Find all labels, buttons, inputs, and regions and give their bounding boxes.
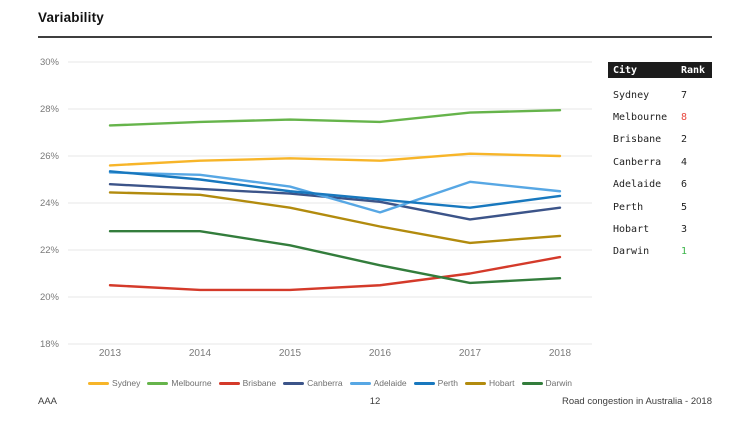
- table-row: Brisbane 2: [608, 129, 712, 151]
- legend-swatch: [147, 381, 169, 385]
- rank-column-header: Rank: [681, 64, 706, 76]
- legend-item-brisbane: Brisbane: [218, 378, 277, 388]
- series-line-canberra: [108, 182, 562, 221]
- series-line-darwin: [108, 229, 562, 285]
- city-cell: Brisbane: [613, 134, 662, 146]
- table-row: Sydney 7: [608, 84, 712, 106]
- rank-cell: 3: [681, 224, 688, 236]
- legend-item-hobart: Hobart: [464, 378, 515, 388]
- legend-item-perth: Perth: [413, 378, 458, 388]
- y-tick-label: 28%: [39, 103, 59, 115]
- legend-swatch: [88, 381, 110, 385]
- x-tick-label: 2018: [548, 348, 572, 359]
- legend-label: Sydney: [112, 378, 141, 388]
- legend-label: Melbourne: [171, 378, 212, 388]
- city-cell: Sydney: [613, 89, 650, 101]
- series-line-hobart: [108, 191, 562, 245]
- rank-cell: 4: [681, 156, 688, 168]
- x-tick-label: 2014: [188, 348, 212, 359]
- y-tick-label: 24%: [39, 197, 59, 209]
- y-tick-label: 26%: [39, 150, 59, 162]
- legend-item-melbourne: Melbourne: [147, 378, 212, 388]
- rank-cell: 6: [681, 179, 688, 191]
- rank-cell: 8: [681, 112, 688, 124]
- y-tick-label: 30%: [39, 56, 59, 68]
- rank-table-body: Sydney 7 Melbourne 8 Brisbane 2 Canberra 4 Adela…: [608, 84, 712, 263]
- page-title: Variability: [38, 10, 104, 25]
- table-row: Adelaide 6: [608, 174, 712, 196]
- footer-doc-title: Road congestion in Australia - 2018: [562, 396, 712, 407]
- x-tick-label: 2015: [278, 348, 302, 359]
- rank-table-header: City Rank: [608, 62, 712, 78]
- city-cell: Melbourne: [613, 112, 668, 124]
- table-row: Perth 5: [608, 196, 712, 218]
- rank-cell: 1: [681, 246, 688, 258]
- legend-item-canberra: Canberra: [283, 378, 343, 388]
- y-tick-label: 18%: [39, 338, 59, 350]
- legend-swatch: [218, 381, 240, 385]
- x-tick-label: 2016: [368, 348, 392, 359]
- series-line-melbourne: [108, 108, 562, 127]
- series-line-sydney: [108, 152, 562, 167]
- table-row: Melbourne 8: [608, 106, 712, 128]
- footer-page-number: 12: [369, 396, 381, 407]
- footer-author: AAA: [38, 396, 58, 407]
- legend-label: Darwin: [545, 378, 572, 388]
- rank-cell: 5: [681, 201, 688, 213]
- city-column-header: City: [613, 64, 638, 76]
- legend-item-adelaide: Adelaide: [349, 378, 407, 388]
- table-row: Darwin 1: [608, 241, 712, 263]
- legend-label: Perth: [437, 378, 458, 388]
- city-cell: Perth: [613, 201, 644, 213]
- legend-swatch: [283, 381, 305, 385]
- legend-label: Hobart: [488, 378, 515, 388]
- table-row: Canberra 4: [608, 151, 712, 173]
- x-tick-label: 2017: [458, 348, 482, 359]
- series-line-perth: [108, 170, 562, 209]
- table-row: Hobart 3: [608, 218, 712, 240]
- y-tick-label: 20%: [39, 291, 59, 303]
- title-divider: [38, 36, 712, 38]
- legend-item-sydney: Sydney: [88, 378, 140, 388]
- city-cell: Adelaide: [613, 179, 662, 191]
- x-tick-label: 2013: [98, 348, 122, 359]
- legend-item-darwin: Darwin: [521, 378, 572, 388]
- city-cell: Hobart: [613, 224, 650, 236]
- legend-label: Adelaide: [373, 378, 407, 388]
- legend-swatch: [464, 381, 486, 385]
- rank-table: City Rank Sydney 7 Melbourne 8 Brisbane 2 Canb…: [608, 62, 712, 263]
- rank-cell: 2: [681, 134, 688, 146]
- city-cell: Canberra: [613, 156, 662, 168]
- y-tick-label: 22%: [39, 244, 59, 256]
- series-line-brisbane: [108, 255, 562, 292]
- city-cell: Darwin: [613, 246, 650, 258]
- legend-swatch: [521, 381, 543, 385]
- chart-legend: Sydney Melbourne Brisbane Canberra Adelaide P…: [35, 378, 625, 388]
- legend-label: Brisbane: [242, 378, 277, 388]
- rank-cell: 7: [681, 89, 688, 101]
- series-line-adelaide: [108, 171, 562, 214]
- legend-swatch: [349, 381, 371, 385]
- legend-swatch: [413, 381, 435, 385]
- legend-label: Canberra: [307, 378, 343, 388]
